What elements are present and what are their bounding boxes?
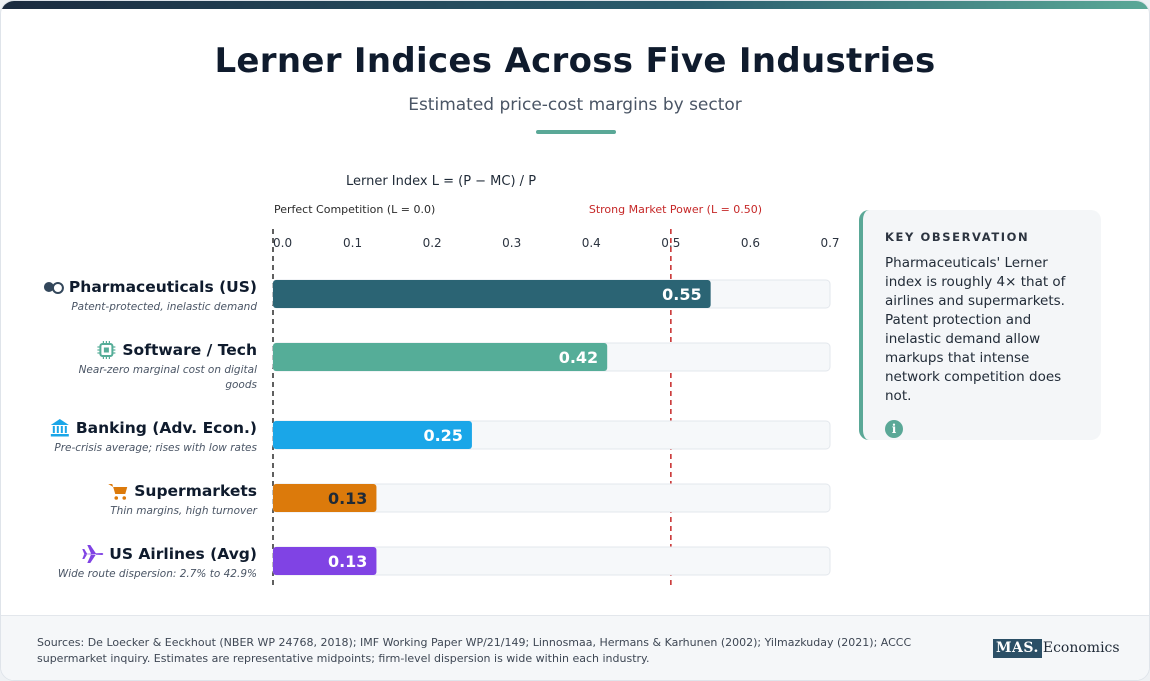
bar: [273, 421, 472, 449]
key-observation-panel: KEY OBSERVATION Pharmaceuticals' Lerner …: [859, 210, 1101, 440]
tick-label: 0.0: [273, 236, 292, 250]
category-label: Pharmaceuticals (US): [69, 278, 257, 296]
category-note: Patent-protected, inelastic demand: [71, 301, 257, 313]
axis-title: Lerner Index L = (P − MC) / P: [346, 174, 536, 189]
key-observation-text: Pharmaceuticals' Lerner index is roughly…: [885, 255, 1066, 404]
cart-icon: [108, 484, 128, 500]
bank-icon: [50, 419, 69, 437]
tick-label: 0.3: [502, 236, 521, 250]
top-accent-bar: [1, 1, 1149, 9]
pills-icon: [43, 282, 64, 294]
bar: [273, 484, 377, 512]
bar: [273, 343, 608, 371]
data-label: 0.13: [328, 552, 367, 571]
bar-chart: Lerner Index L = (P − MC) / P 0.0 0.1 0.2 0…: [43, 174, 840, 587]
bar: [273, 547, 377, 575]
category-label: US Airlines (Avg): [109, 545, 257, 563]
tick-label: 0.6: [741, 236, 760, 250]
sources-note: Sources: De Loecker & Eeckhout (NBER WP …: [37, 636, 912, 665]
page-subtitle: Estimated price-cost margins by sector: [408, 95, 742, 115]
data-label: 0.25: [423, 426, 462, 445]
chip-icon: [97, 341, 116, 359]
tick-label: 0.4: [582, 236, 601, 250]
category-label: Supermarkets: [134, 482, 257, 500]
footer: Sources: De Loecker & Eeckhout (NBER WP …: [1, 615, 1149, 680]
brand-logo[interactable]: MAS. Economics: [993, 638, 1120, 658]
page-title: Lerner Indices Across Five Industries: [214, 41, 936, 81]
category-note: Pre-crisis average; rises with low rates: [54, 442, 257, 454]
logo-mark: MAS.: [993, 638, 1042, 658]
category-label: Software / Tech: [122, 341, 257, 359]
plane-icon: [82, 545, 104, 563]
data-label: 0.55: [662, 285, 701, 304]
category-label: Banking (Adv. Econ.): [76, 419, 257, 437]
title-underline: [536, 130, 616, 134]
category-note: Near-zero marginal cost on digital: [79, 364, 257, 376]
logo-text: Economics: [1042, 640, 1120, 656]
data-label: 0.13: [328, 489, 367, 508]
tick-label: 0.1: [343, 236, 362, 250]
tick-label: 0.7: [820, 236, 839, 250]
category-note: Thin margins, high turnover: [110, 505, 257, 517]
data-label: 0.42: [559, 348, 598, 367]
category-note: goods: [225, 379, 257, 391]
perfect-competition-label: Perfect Competition (L = 0.0): [274, 203, 435, 216]
key-observation-heading: KEY OBSERVATION: [885, 230, 1030, 244]
info-icon[interactable]: i: [885, 420, 903, 438]
tick-label: 0.2: [423, 236, 442, 250]
bar: [273, 280, 711, 308]
strong-market-power-label: Strong Market Power (L = 0.50): [589, 203, 762, 216]
category-note: Wide route dispersion: 2.7% to 42.9%: [58, 568, 257, 580]
